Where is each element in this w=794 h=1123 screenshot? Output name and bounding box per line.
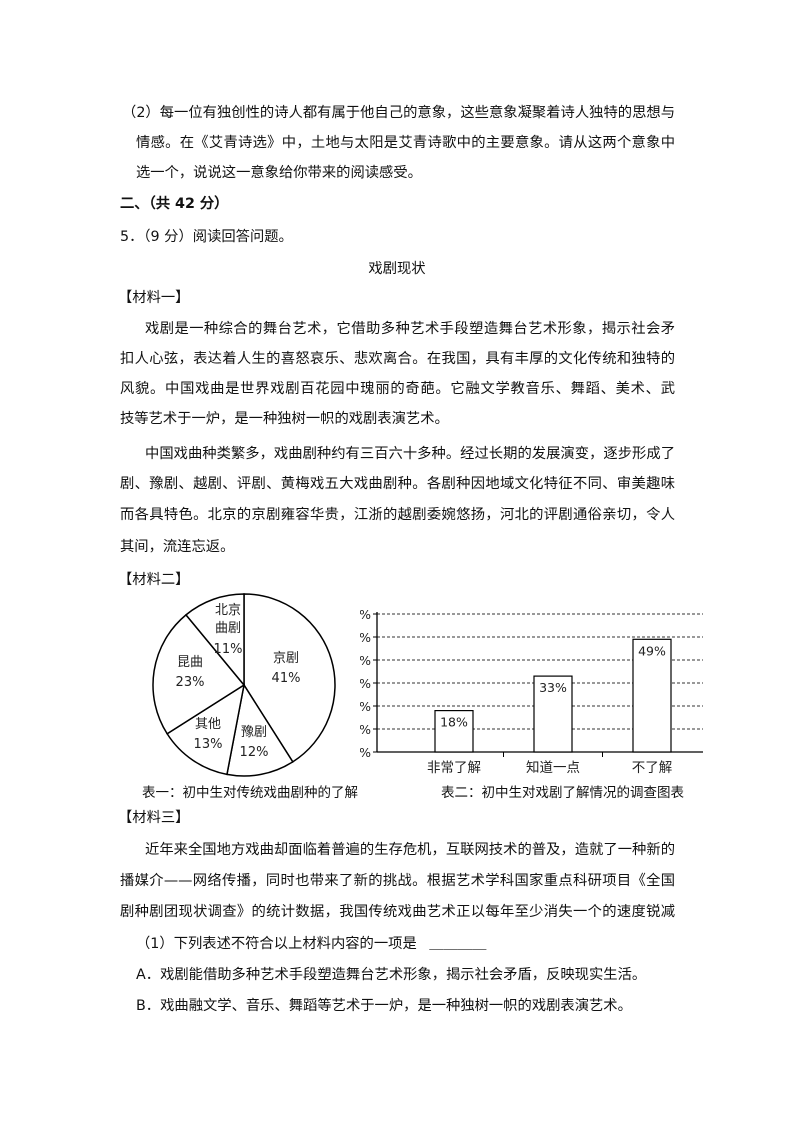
pie-slice-label: 北京曲剧 <box>214 603 241 636</box>
text-line: 中国戏曲种类繁多，戏曲剧种约有三百六十多种。经过长期的发展演变，逐步形成了京 <box>145 446 675 462</box>
pie-slice-value: 11% <box>214 642 243 657</box>
bar-value-label: 33% <box>539 680 567 695</box>
pie-slice-label: 昆曲 <box>177 655 203 670</box>
pie-slice-value: 41% <box>272 671 301 686</box>
y-tick-label: 60% <box>360 607 371 622</box>
pie-slice-label: 豫剧 <box>241 725 267 740</box>
pie-slice-value: 12% <box>240 745 269 760</box>
text-line: 近年来全国地方戏曲却面临着普遍的生存危机，互联网技术的普及，造就了一种新的传 <box>145 842 675 858</box>
pie-slice-label: 其他 <box>195 717 221 732</box>
bar-value-label: 49% <box>638 643 666 658</box>
y-tick-label: 50% <box>360 630 371 645</box>
pie-slice-label: 京剧 <box>273 651 299 666</box>
material1-label: 【材料一】 <box>118 290 190 306</box>
bar <box>533 675 573 753</box>
y-tick-label: 30% <box>360 676 371 691</box>
answer-blank: ＿＿＿＿ <box>429 936 487 952</box>
x-category-label: 知道一点 <box>526 759 580 776</box>
text-line: 技等艺术于一炉，是一种独树一帜的戏剧表演艺术。 <box>120 411 449 427</box>
material3-label: 【材料三】 <box>118 810 190 826</box>
text-line: 扣人心弦，表达着人生的喜怒哀乐、悲欢离合。在我国，具有丰厚的文化传统和独特的艺术 <box>120 351 675 367</box>
y-tick-label: 10% <box>360 722 371 737</box>
pie-slice <box>226 682 294 777</box>
text-line: 播媒介——网络传播，同时也带来了新的挑战。根据艺术学科国家重点科研项目《全国戏曲 <box>120 873 675 889</box>
bar-value-label: 18% <box>440 715 468 730</box>
y-tick-label: 40% <box>360 653 371 668</box>
pie-chart: 京剧 41% 豫剧 12% 其他 13% 昆曲 23% 11% <box>152 593 336 777</box>
text-line: 剧、豫剧、越剧、评剧、黄梅戏五大戏曲剧种。各剧种因地域文化特征不同、审美趣味不同 <box>120 476 675 492</box>
x-category-label: 不了解 <box>632 760 673 776</box>
text-line: 而各具特色。北京的京剧雍容华贵，江浙的越剧委婉悠扬，河北的评剧通俗亲切，令人陶醉 <box>120 507 675 523</box>
bar-chart-caption: 表二：初中生对戏剧了解情况的调查图表 <box>441 785 684 801</box>
x-category-label: 非常了解 <box>427 760 481 776</box>
text-line: 剧种剧团现状调查》的统计数据，我国传统戏曲艺术正以每年至少消失一个的速度锐减 <box>120 904 675 920</box>
pie-chart-caption: 表一：初中生对传统戏曲剧种的了解 <box>142 785 358 801</box>
section-heading: 二、（共 42 分） <box>120 196 229 212</box>
pie-slice-value: 13% <box>194 737 223 752</box>
pie-slice <box>166 683 246 776</box>
question-5: 5．（9 分）阅读回答问题。 <box>120 229 293 245</box>
text-line: 戏剧是一种综合的舞台艺术，它借助多种艺术手段塑造舞台艺术形象，揭示社会矛盾， <box>145 321 675 337</box>
material2-label: 【材料二】 <box>118 572 190 588</box>
bar-chart: 0% 10% 20% 30% 40% 50% 60% 18% 非常了解 33% 知道一点 49% 不了解 <box>360 607 703 776</box>
y-tick-label: 0% <box>360 745 371 760</box>
text-line: 情感。在《艾青诗选》中，土地与太阳是艾青诗歌中的主要意象。请从这两个意象中任 <box>136 135 675 151</box>
article-title: 戏剧现状 <box>368 261 426 277</box>
sub-question-text: （1）下列表述不符合以上材料内容的一项是 <box>136 936 417 952</box>
bar <box>632 638 672 753</box>
y-tick-label: 20% <box>360 699 371 714</box>
pie-slice <box>152 613 246 735</box>
bar <box>434 709 474 753</box>
option-b: B．戏曲融文学、音乐、舞蹈等艺术于一炉，是一种独树一帜的戏剧表演艺术。 <box>136 998 632 1014</box>
pie-slice-value: 23% <box>176 675 205 690</box>
option-a: A．戏剧能借助多种艺术手段塑造舞台艺术形象，揭示社会矛盾，反映现实生活。 <box>136 967 647 983</box>
text-line: （2）每一位有独创性的诗人都有属于他自己的意象，这些意象凝聚着诗人独特的思想与 <box>122 105 675 121</box>
text-line: 风貌。中国戏曲是世界戏剧百花园中瑰丽的奇葩。它融文学教音乐、舞蹈、美术、武术、杂 <box>120 381 675 397</box>
text-line: 选一个，说说这一意象给你带来的阅读感受。 <box>136 165 422 181</box>
pie-slice <box>184 593 245 688</box>
sub-question-1: （1）下列表述不符合以上材料内容的一项是 ＿＿＿＿ <box>136 934 486 954</box>
text-line: 其间，流连忘返。 <box>120 539 235 555</box>
